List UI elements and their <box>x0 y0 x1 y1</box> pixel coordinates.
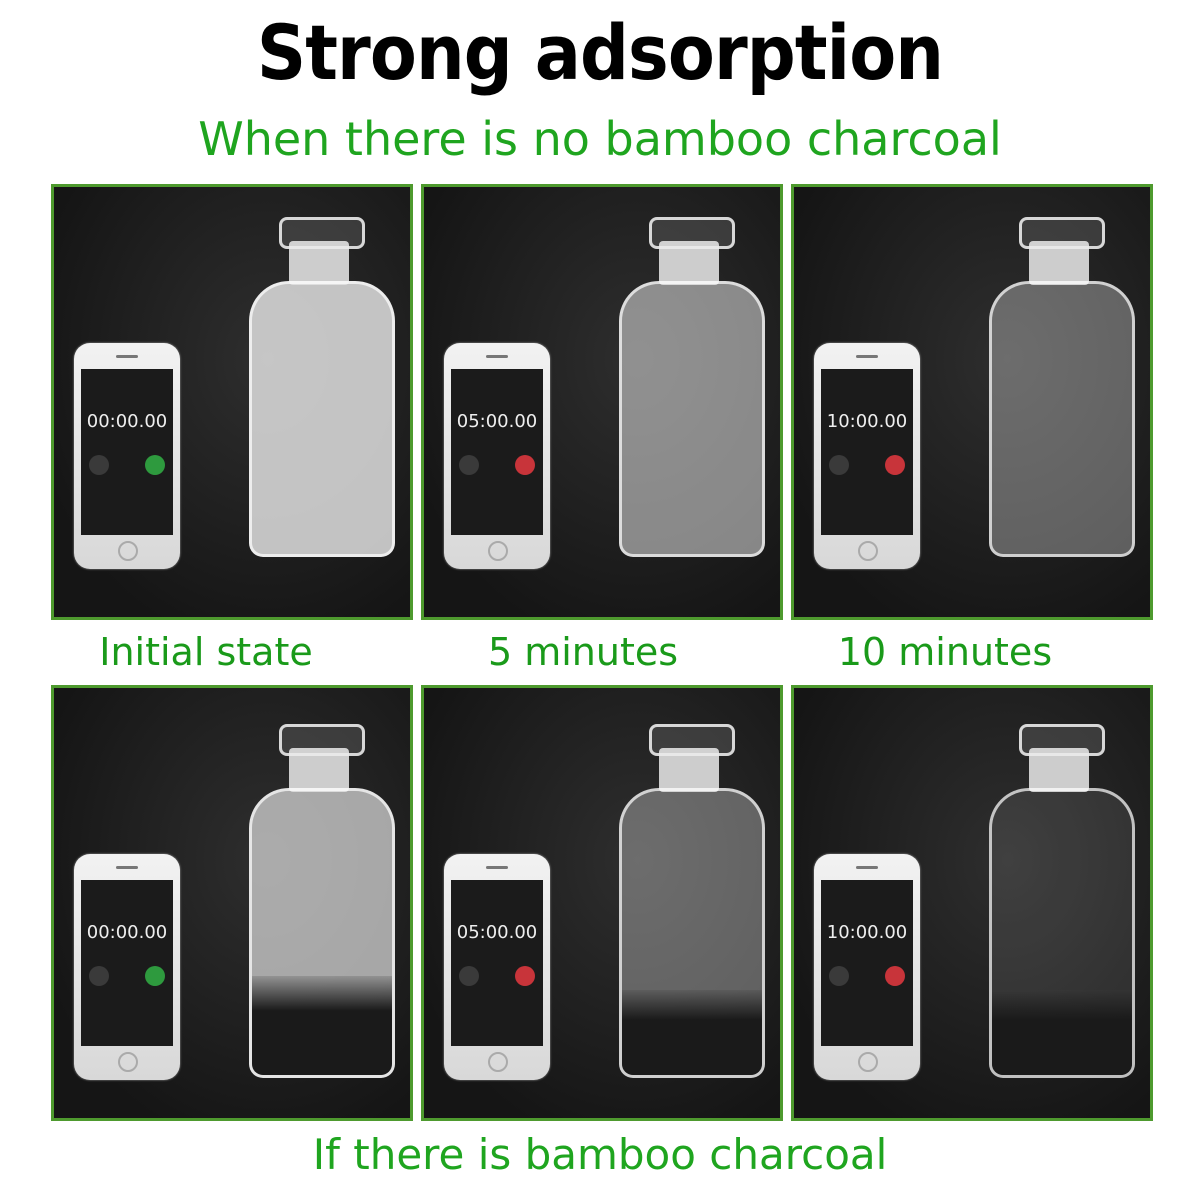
speaker <box>486 355 508 358</box>
glass-jar <box>619 217 765 557</box>
bamboo-charcoal <box>992 989 1132 1075</box>
stopwatch-time: 00:00.00 <box>86 922 168 943</box>
start-button-icon <box>145 455 165 475</box>
top-caption: When there is no bamboo charcoal <box>198 112 1002 166</box>
photo-panel: 10:00.00 <box>791 184 1153 620</box>
bamboo-charcoal <box>622 989 762 1075</box>
lap-button-icon <box>89 455 109 475</box>
jar-body <box>249 788 395 1078</box>
photo-panel: 05:00.00 <box>421 685 783 1121</box>
lap-button-icon <box>89 966 109 986</box>
lap-button-icon <box>459 966 479 986</box>
bottom-caption: If there is bamboo charcoal <box>312 1130 888 1179</box>
jar-neck <box>1029 241 1089 285</box>
stop-button-icon <box>515 455 535 475</box>
lap-button-icon <box>459 455 479 475</box>
jar-body <box>989 281 1135 557</box>
jar-body <box>249 281 395 557</box>
stopwatch-time: 05:00.00 <box>456 411 538 432</box>
speaker <box>856 355 878 358</box>
jar-neck <box>289 241 349 285</box>
jar-body <box>989 788 1135 1078</box>
stopwatch-screen: 00:00.00 <box>81 369 173 535</box>
photo-panel: 00:00.00 <box>51 184 413 620</box>
photo-panel: 00:00.00 <box>51 685 413 1121</box>
stopwatch-screen: 05:00.00 <box>451 369 543 535</box>
glass-jar <box>989 724 1135 1078</box>
jar-neck <box>659 241 719 285</box>
headline: Strong adsorption <box>256 8 944 97</box>
phone: 00:00.00 <box>74 854 180 1080</box>
glass-jar <box>249 724 395 1078</box>
bamboo-charcoal <box>252 975 392 1075</box>
glass-jar <box>249 217 395 557</box>
speaker <box>116 355 138 358</box>
jar-body <box>619 788 765 1078</box>
stopwatch-time: 10:00.00 <box>826 411 908 432</box>
stage-label-initial: Initial state <box>99 630 313 674</box>
phone: 00:00.00 <box>74 343 180 569</box>
stopwatch-time: 00:00.00 <box>86 411 168 432</box>
jar-neck <box>659 748 719 792</box>
speaker <box>856 866 878 869</box>
stage-label-10min: 10 minutes <box>837 630 1053 674</box>
phone: 05:00.00 <box>444 854 550 1080</box>
phone: 10:00.00 <box>814 854 920 1080</box>
phone: 10:00.00 <box>814 343 920 569</box>
stopwatch-time: 05:00.00 <box>456 922 538 943</box>
phone: 05:00.00 <box>444 343 550 569</box>
stage-label-5min: 5 minutes <box>487 630 679 674</box>
start-button-icon <box>145 966 165 986</box>
jar-neck <box>1029 748 1089 792</box>
photo-panel: 05:00.00 <box>421 184 783 620</box>
glass-jar <box>619 724 765 1078</box>
home-button-icon <box>118 1052 138 1072</box>
stopwatch-screen: 05:00.00 <box>451 880 543 1046</box>
jar-body <box>619 281 765 557</box>
stopwatch-screen: 10:00.00 <box>821 880 913 1046</box>
home-button-icon <box>858 1052 878 1072</box>
home-button-icon <box>118 541 138 561</box>
photo-panel: 10:00.00 <box>791 685 1153 1121</box>
stopwatch-screen: 10:00.00 <box>821 369 913 535</box>
lap-button-icon <box>829 455 849 475</box>
glass-jar <box>989 217 1135 557</box>
lap-button-icon <box>829 966 849 986</box>
home-button-icon <box>488 541 508 561</box>
jar-neck <box>289 748 349 792</box>
stop-button-icon <box>885 455 905 475</box>
home-button-icon <box>858 541 878 561</box>
home-button-icon <box>488 1052 508 1072</box>
speaker <box>486 866 508 869</box>
stop-button-icon <box>885 966 905 986</box>
speaker <box>116 866 138 869</box>
stopwatch-time: 10:00.00 <box>826 922 908 943</box>
stopwatch-screen: 00:00.00 <box>81 880 173 1046</box>
stop-button-icon <box>515 966 535 986</box>
